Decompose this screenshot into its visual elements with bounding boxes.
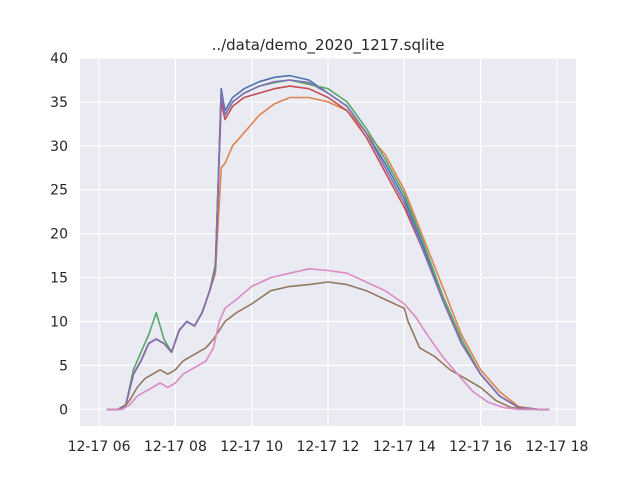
y-tick-label: 25 — [50, 183, 68, 199]
x-tick-label: 12-17 08 — [144, 439, 207, 455]
series-line-7 — [106, 267, 550, 411]
series-line-5 — [106, 79, 550, 411]
x-tick-label: 12-17 06 — [68, 439, 131, 455]
chart-title: ../data/demo_2020_1217.sqlite — [212, 36, 445, 55]
y-tick-label: 40 — [50, 51, 68, 67]
y-tick-label: 30 — [50, 139, 68, 155]
y-tick-label: 5 — [59, 358, 68, 374]
x-tick-label: 12-17 14 — [373, 439, 436, 455]
x-tick-label: 12-17 18 — [525, 439, 588, 455]
x-tick-labels: 12-17 06 12-17 08 12-17 10 12-17 12 12-17 14… — [68, 439, 589, 455]
x-tick-label: 12-17 16 — [449, 439, 512, 455]
y-tick-label: 0 — [59, 402, 68, 418]
series-line-6 — [106, 281, 550, 411]
y-tick-labels: 0 5 10 15 20 25 30 35 40 — [50, 51, 68, 418]
series-lines — [106, 74, 550, 411]
y-tick-label: 15 — [50, 271, 68, 287]
x-tick-label: 12-17 12 — [297, 439, 360, 455]
y-tick-label: 20 — [50, 227, 68, 243]
grid-lines — [80, 57, 576, 426]
y-tick-label: 10 — [50, 314, 68, 330]
x-tick-label: 12-17 10 — [220, 439, 283, 455]
y-tick-label: 35 — [50, 95, 68, 111]
